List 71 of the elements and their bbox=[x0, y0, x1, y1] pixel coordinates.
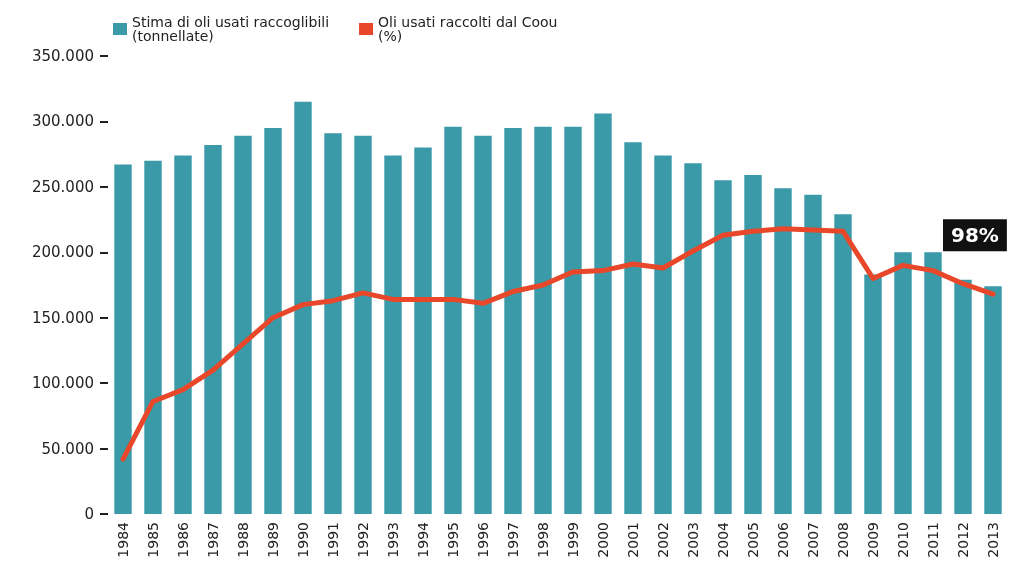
x-tick-label: 2007 bbox=[805, 522, 821, 558]
x-tick-label: 1996 bbox=[475, 521, 491, 558]
x-tick-label: 1992 bbox=[355, 522, 371, 558]
x-tick-label: 1990 bbox=[295, 522, 311, 558]
bar bbox=[204, 144, 222, 514]
bar bbox=[594, 113, 612, 514]
bar bbox=[864, 274, 882, 514]
bar bbox=[354, 135, 372, 514]
y-tick-label: 200.000 bbox=[31, 243, 94, 262]
x-tick-label: 1997 bbox=[505, 522, 521, 558]
bar bbox=[534, 126, 552, 514]
x-tick-label: 1989 bbox=[265, 522, 281, 558]
bar bbox=[654, 155, 672, 514]
legend-label: Stima di oli usati raccoglibili (tonnellate) bbox=[132, 14, 330, 44]
x-tick-label: 2011 bbox=[925, 522, 941, 558]
bar bbox=[894, 252, 912, 514]
x-tick-label: 2006 bbox=[775, 521, 791, 558]
bar bbox=[294, 101, 312, 514]
bar bbox=[474, 135, 492, 514]
y-tick-label: 300.000 bbox=[31, 112, 94, 131]
x-tick-label: 2010 bbox=[895, 522, 911, 558]
x-tick-label: 2013 bbox=[985, 522, 1001, 558]
bar bbox=[774, 188, 792, 514]
x-tick-label: 1991 bbox=[325, 522, 341, 558]
x-tick-label: 1994 bbox=[415, 521, 431, 558]
annotation: 98% bbox=[951, 223, 999, 248]
bar bbox=[834, 214, 852, 514]
bar bbox=[564, 126, 582, 514]
bar bbox=[624, 142, 642, 514]
y-tick-label: 350.000 bbox=[31, 47, 94, 65]
y-tick-label: 0 bbox=[84, 505, 94, 523]
x-tick-label: 1985 bbox=[145, 522, 161, 558]
x-tick-label: 1988 bbox=[235, 522, 251, 558]
bar bbox=[984, 286, 1002, 514]
x-tick-label: 2012 bbox=[955, 522, 971, 558]
bar bbox=[954, 279, 972, 514]
bar bbox=[324, 133, 342, 514]
bar bbox=[444, 126, 462, 514]
x-tick-label: 2004 bbox=[715, 521, 731, 558]
bar bbox=[264, 127, 282, 514]
x-tick-label: 1984 bbox=[115, 521, 131, 558]
bar bbox=[414, 147, 432, 514]
x-tick-label: 2001 bbox=[625, 522, 641, 558]
x-tick-label: 2008 bbox=[835, 522, 851, 558]
bar bbox=[504, 127, 522, 514]
legend-label: Oli usati raccolti dal Coou (%) bbox=[378, 14, 558, 44]
x-tick-label: 1998 bbox=[535, 522, 551, 558]
y-tick-label: 250.000 bbox=[31, 177, 94, 196]
x-tick-label: 1995 bbox=[445, 522, 461, 558]
bar bbox=[684, 163, 702, 514]
bar bbox=[924, 252, 942, 514]
bar bbox=[144, 160, 162, 514]
y-tick-label: 150.000 bbox=[31, 308, 94, 327]
bar bbox=[714, 180, 732, 514]
bar bbox=[384, 155, 402, 514]
bar bbox=[234, 135, 252, 514]
x-tick-label: 1999 bbox=[565, 522, 581, 558]
bar bbox=[114, 164, 132, 514]
bar bbox=[804, 194, 822, 514]
x-tick-label: 2000 bbox=[595, 522, 611, 558]
x-tick-label: 2003 bbox=[685, 522, 701, 558]
bar bbox=[744, 175, 762, 514]
bar bbox=[174, 155, 192, 514]
x-tick-label: 1986 bbox=[175, 521, 191, 558]
x-tick-label: 1987 bbox=[205, 522, 221, 558]
x-tick-label: 1993 bbox=[385, 522, 401, 558]
x-tick-label: 2002 bbox=[655, 522, 671, 558]
y-tick-label: 50.000 bbox=[41, 439, 94, 458]
x-tick-label: 2005 bbox=[745, 522, 761, 558]
y-tick-label: 100.000 bbox=[31, 374, 94, 393]
x-tick-label: 2009 bbox=[865, 522, 881, 558]
